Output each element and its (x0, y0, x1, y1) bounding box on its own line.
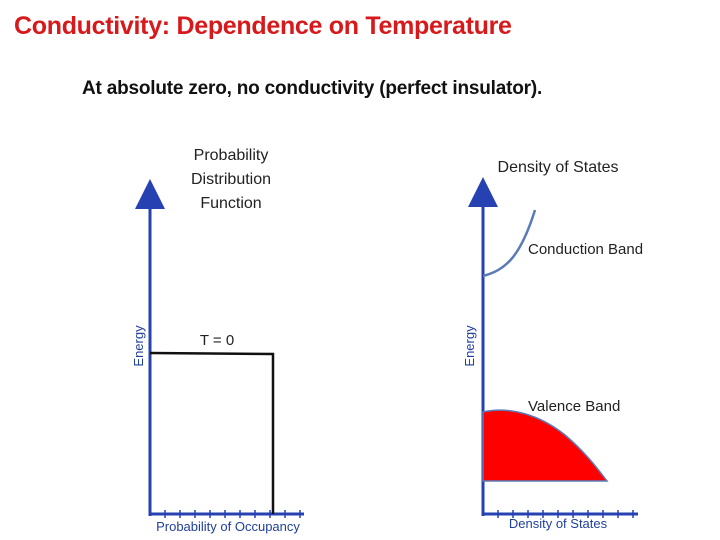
t-zero-label: T = 0 (200, 332, 234, 349)
slide-subtitle: At absolute zero, no conductivity (perfe… (82, 78, 543, 99)
left-plot: Probability Distribution Function T = 0 … (131, 147, 304, 534)
left-x-axis-label: Probability of Occupancy (156, 519, 300, 534)
left-y-axis-label: Energy (131, 325, 146, 367)
conduction-band-label: Conduction Band (528, 241, 643, 258)
right-plot-title: Density of States (498, 159, 619, 176)
left-x-ticks (164, 510, 301, 518)
valence-band-label: Valence Band (528, 398, 620, 415)
right-y-axis-label: Energy (462, 325, 477, 367)
fermi-step-curve (149, 351, 275, 514)
right-x-ticks (497, 510, 634, 518)
left-plot-title-line-1: Probability (194, 147, 269, 164)
slide-title: Conductivity: Dependence on Temperature (14, 12, 512, 40)
right-plot: Density of States Conduction Band Valenc… (462, 159, 643, 531)
left-plot-title-line-2: Distribution (191, 171, 271, 188)
conduction-band-curve (482, 209, 537, 278)
left-plot-title-line-3: Function (200, 195, 261, 212)
valence-band-fill (482, 409, 609, 482)
right-x-axis-label: Density of States (509, 516, 608, 531)
